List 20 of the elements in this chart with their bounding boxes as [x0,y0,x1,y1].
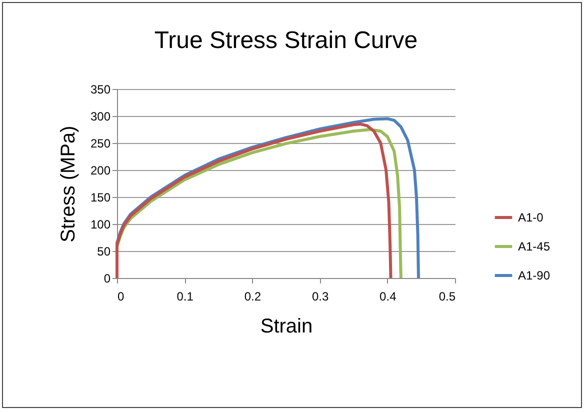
y-tick-label: 150 [90,190,111,204]
x-tick-label: 0.5 [438,290,456,304]
y-tick-label: 300 [90,110,111,124]
x-tick-label: 0.1 [176,290,194,304]
y-tick-label: 100 [90,218,111,232]
x-tick-label: 0 [118,290,124,304]
y-tick-label: 50 [97,244,111,258]
x-tick-label: 0.3 [312,290,329,304]
y-axis-title: Stress (MPa) [57,126,80,242]
y-tick-label: 200 [90,164,111,178]
y-tick-label: 250 [90,136,111,150]
chart-title: True Stress Strain Curve [154,27,418,54]
legend-label: A1-45 [518,240,550,254]
x-axis-title: Strain [260,316,313,338]
legend-label: A1-90 [518,268,550,282]
x-tick-label: 0.4 [380,290,397,304]
y-tick-label: 350 [90,82,111,96]
legend-label: A1-0 [518,210,544,224]
y-tick-label: 0 [104,272,111,286]
x-tick-label: 0.2 [244,290,262,304]
